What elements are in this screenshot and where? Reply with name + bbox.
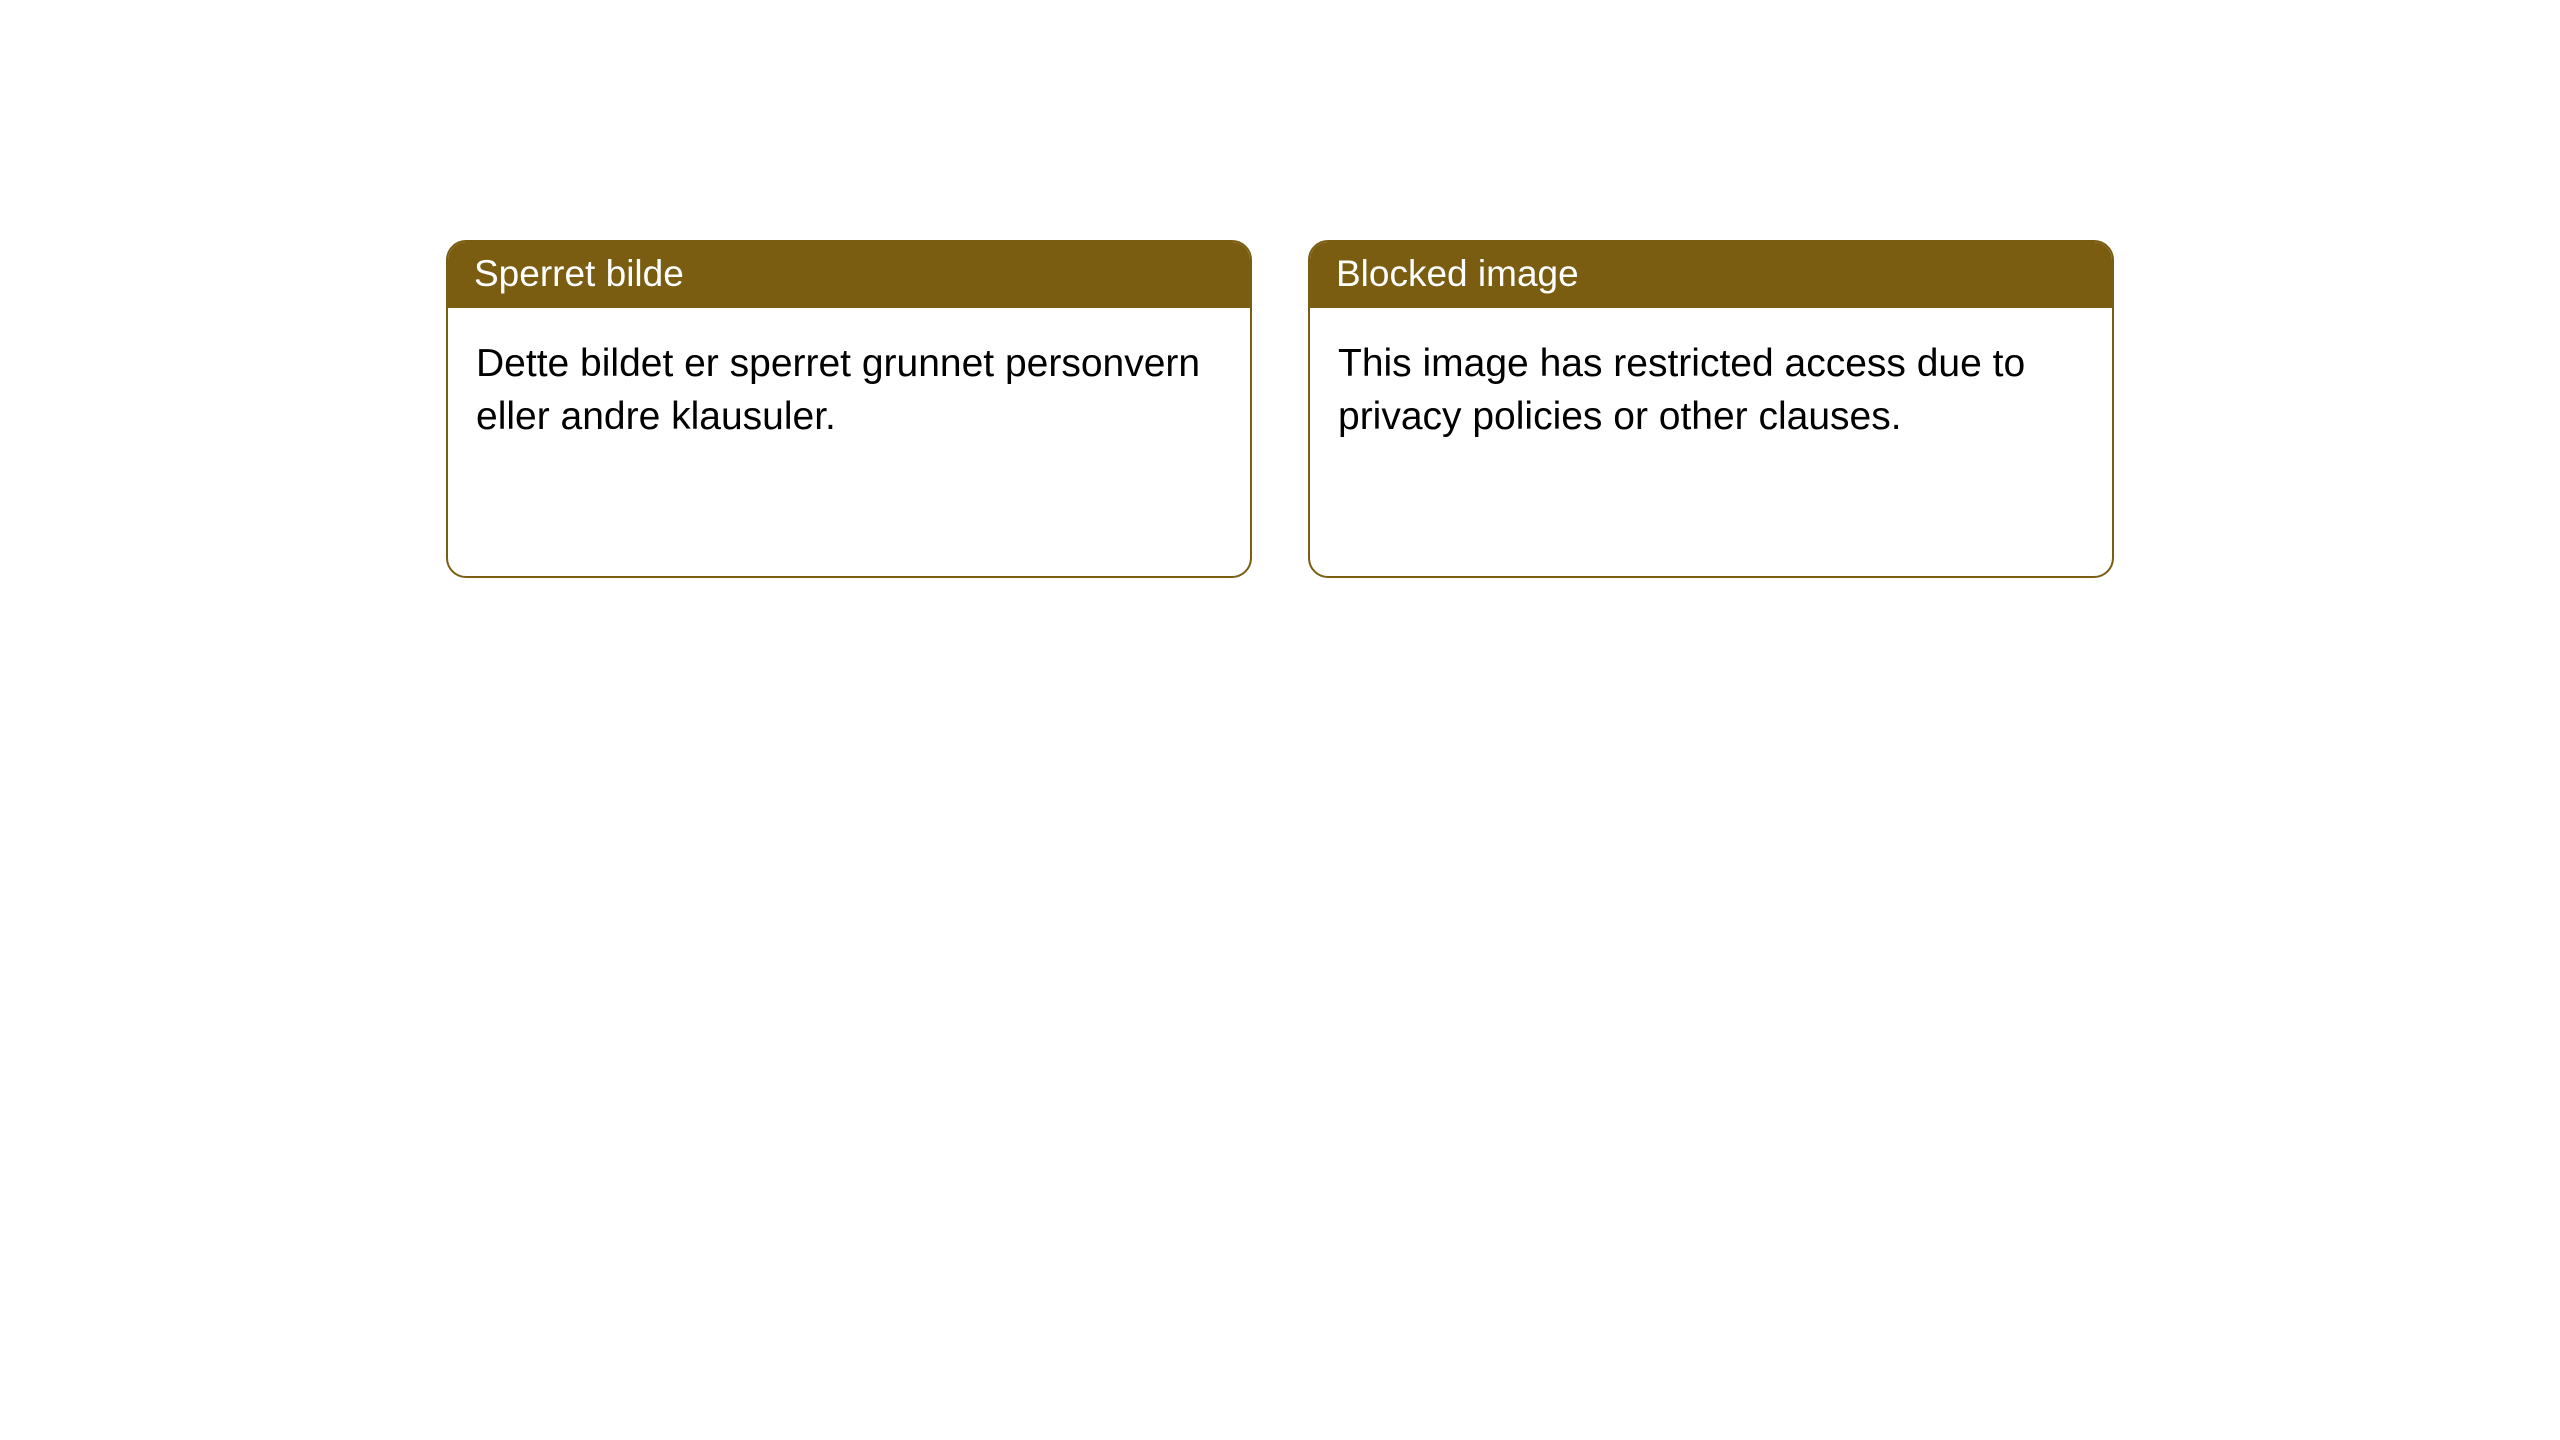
card-header-no: Sperret bilde bbox=[448, 242, 1250, 308]
blocked-image-card-en: Blocked image This image has restricted … bbox=[1308, 240, 2114, 578]
card-body-en: This image has restricted access due to … bbox=[1310, 308, 2112, 473]
card-body-no: Dette bildet er sperret grunnet personve… bbox=[448, 308, 1250, 473]
blocked-image-card-no: Sperret bilde Dette bildet er sperret gr… bbox=[446, 240, 1252, 578]
notice-cards-container: Sperret bilde Dette bildet er sperret gr… bbox=[0, 0, 2560, 578]
card-header-en: Blocked image bbox=[1310, 242, 2112, 308]
